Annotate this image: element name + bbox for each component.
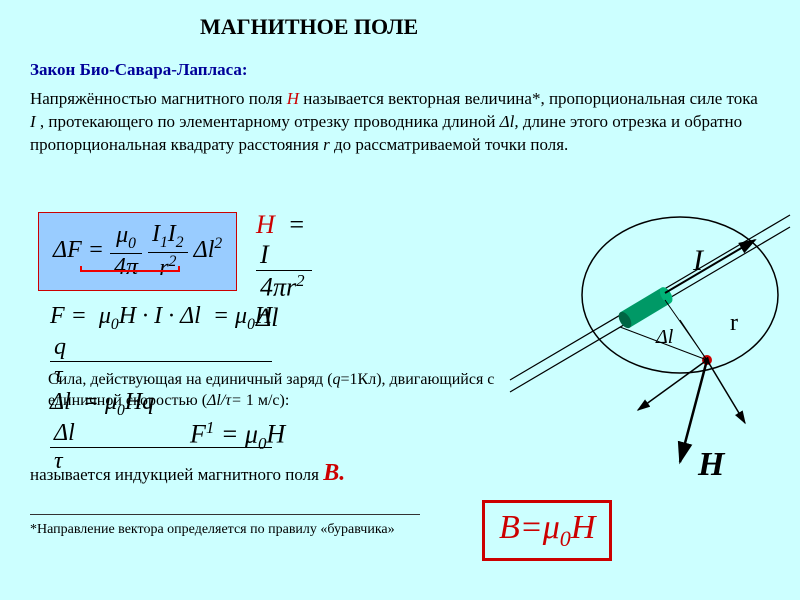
formula-F1: F1 = μ0H	[190, 418, 285, 454]
bbox-sub: 0	[560, 526, 571, 551]
divider	[30, 514, 420, 515]
para-text-3: , протекающего по элементарному отрезку …	[36, 112, 500, 131]
formula-B-box: B=μ0H	[482, 500, 612, 561]
page-title: МАГНИТНОЕ ПОЛЕ	[200, 14, 418, 40]
definition-paragraph: Напряжённостью магнитного поля H называе…	[30, 88, 760, 157]
label-H: H	[697, 446, 726, 483]
para-text-1: Напряжённостью магнитного поля	[30, 89, 287, 108]
biot-savart-diagram: I r Δl H	[520, 200, 790, 490]
cap1-a: Сила, действующая на единичный заряд (	[48, 371, 333, 388]
subtitle: Закон Био-Савара-Лапласа:	[30, 60, 248, 80]
label-dl: Δl	[655, 326, 674, 348]
cap2-a: называется индукцией магнитного поля	[30, 465, 323, 484]
caption-unit-charge: Сила, действующая на единичный заряд (q=…	[48, 370, 548, 412]
footnote: *Направление вектора определяется по пра…	[30, 522, 395, 538]
bbox-t2: H	[571, 509, 596, 546]
var-B: B	[323, 460, 339, 486]
var-H: H	[287, 89, 299, 108]
cap2-dot: .	[339, 460, 345, 486]
label-I: I	[692, 244, 705, 277]
formula-delta-F: ΔF = μ04π I1I2r2 Δl2	[38, 212, 237, 291]
label-r: r	[730, 310, 738, 336]
var-dl: Δl,	[500, 112, 519, 131]
cap1-q: q	[333, 371, 341, 388]
para-text-2: называется векторная величина*, пропорци…	[299, 89, 758, 108]
var-r: r	[323, 135, 330, 154]
cap1-e: 1 м/с):	[246, 392, 289, 409]
cap1-d: Δl/τ=	[207, 392, 246, 409]
para-text-5: до рассматриваемой точки поля.	[330, 135, 569, 154]
caption-induction: называется индукцией магнитного поля B.	[30, 460, 345, 487]
bbox-t1: B=μ	[499, 509, 560, 546]
